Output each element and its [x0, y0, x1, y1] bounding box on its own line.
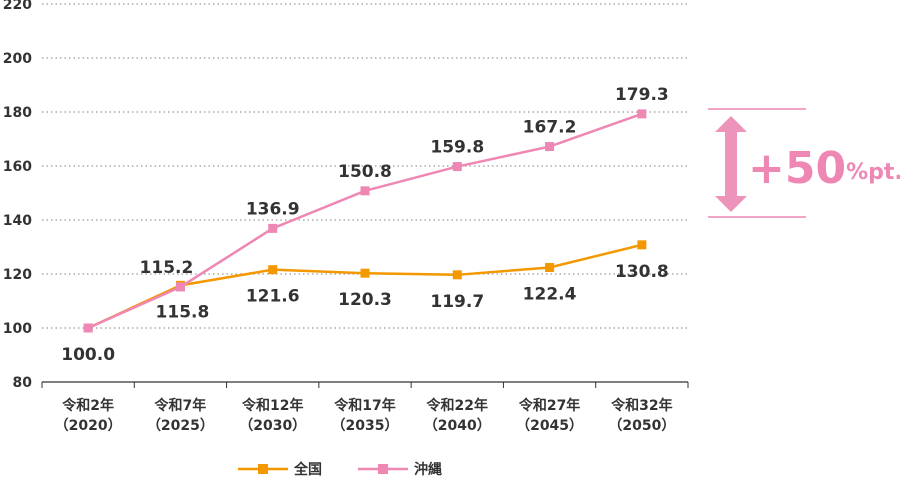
- series: [83, 109, 647, 333]
- x-tick-label: 令和2年: [61, 397, 114, 414]
- data-label: 115.2: [140, 258, 194, 278]
- data-label: 130.8: [615, 262, 669, 282]
- x-tick-label: 令和27年: [518, 397, 580, 414]
- x-tick-label: 令和22年: [426, 397, 488, 414]
- data-labels: 115.8 121.6 120.3 119.7 122.4 130.8 100.0 115.2…: [61, 85, 668, 365]
- data-label: 119.7: [430, 292, 484, 312]
- y-tick-label: 180: [3, 105, 32, 121]
- annotation: +50%pt.: [708, 108, 900, 218]
- x-tick-label: （2030）: [239, 418, 306, 434]
- x-tick-label: （2035）: [332, 418, 399, 434]
- legend: 全国 沖縄: [238, 461, 442, 478]
- legend-swatch-marker: [258, 464, 268, 474]
- x-tick-label: 令和7年: [154, 397, 207, 414]
- legend-swatch-marker: [378, 464, 388, 474]
- y-tick-label: 100: [3, 321, 32, 337]
- data-point: [360, 268, 370, 278]
- data-label: 179.3: [615, 85, 669, 105]
- data-point: [545, 263, 555, 273]
- x-tick-label: （2050）: [608, 418, 675, 434]
- annotation-text: +50%pt.: [748, 143, 900, 194]
- x-tick-label: （2020）: [55, 418, 122, 434]
- data-label: 100.0: [61, 345, 115, 365]
- double-arrow-icon: [715, 116, 747, 212]
- legend-label: 全国: [293, 461, 322, 478]
- data-point: [637, 240, 647, 250]
- x-tick-label: （2025）: [147, 418, 214, 434]
- data-point: [83, 323, 93, 333]
- data-point: [452, 270, 462, 280]
- data-point: [360, 186, 370, 196]
- x-tick-label: 令和12年: [241, 397, 303, 414]
- legend-label: 沖縄: [414, 461, 442, 478]
- y-tick-label: 220: [3, 0, 32, 13]
- annotation-value: +50: [748, 143, 846, 194]
- data-label: 121.6: [246, 287, 300, 307]
- x-tick-label: （2040）: [424, 418, 491, 434]
- data-label: 122.4: [523, 285, 577, 305]
- y-tick-label: 80: [13, 375, 33, 391]
- data-point: [452, 162, 462, 172]
- x-tick-label: 令和32年: [610, 397, 672, 414]
- data-point: [545, 142, 555, 152]
- data-label: 115.8: [156, 302, 210, 322]
- data-point: [637, 109, 647, 119]
- y-tick-label: 140: [3, 213, 32, 229]
- axes: 80 100 120 140 160 180 200 220 令和2年 （2020） 令和7年 （20…: [3, 0, 689, 434]
- data-point: [175, 282, 185, 292]
- data-point: [268, 265, 278, 275]
- y-tick-label: 120: [3, 267, 32, 283]
- data-label: 159.8: [430, 138, 484, 158]
- x-tick-label: （2045）: [516, 418, 583, 434]
- data-point: [268, 223, 278, 233]
- y-tick-label: 200: [3, 51, 32, 67]
- y-tick-label: 160: [3, 159, 32, 175]
- x-tick-label: 令和17年: [333, 397, 395, 414]
- data-label: 136.9: [246, 199, 300, 219]
- annotation-unit: %pt.: [846, 160, 900, 185]
- data-label: 120.3: [338, 290, 392, 310]
- data-label: 150.8: [338, 162, 392, 182]
- data-label: 167.2: [523, 118, 577, 138]
